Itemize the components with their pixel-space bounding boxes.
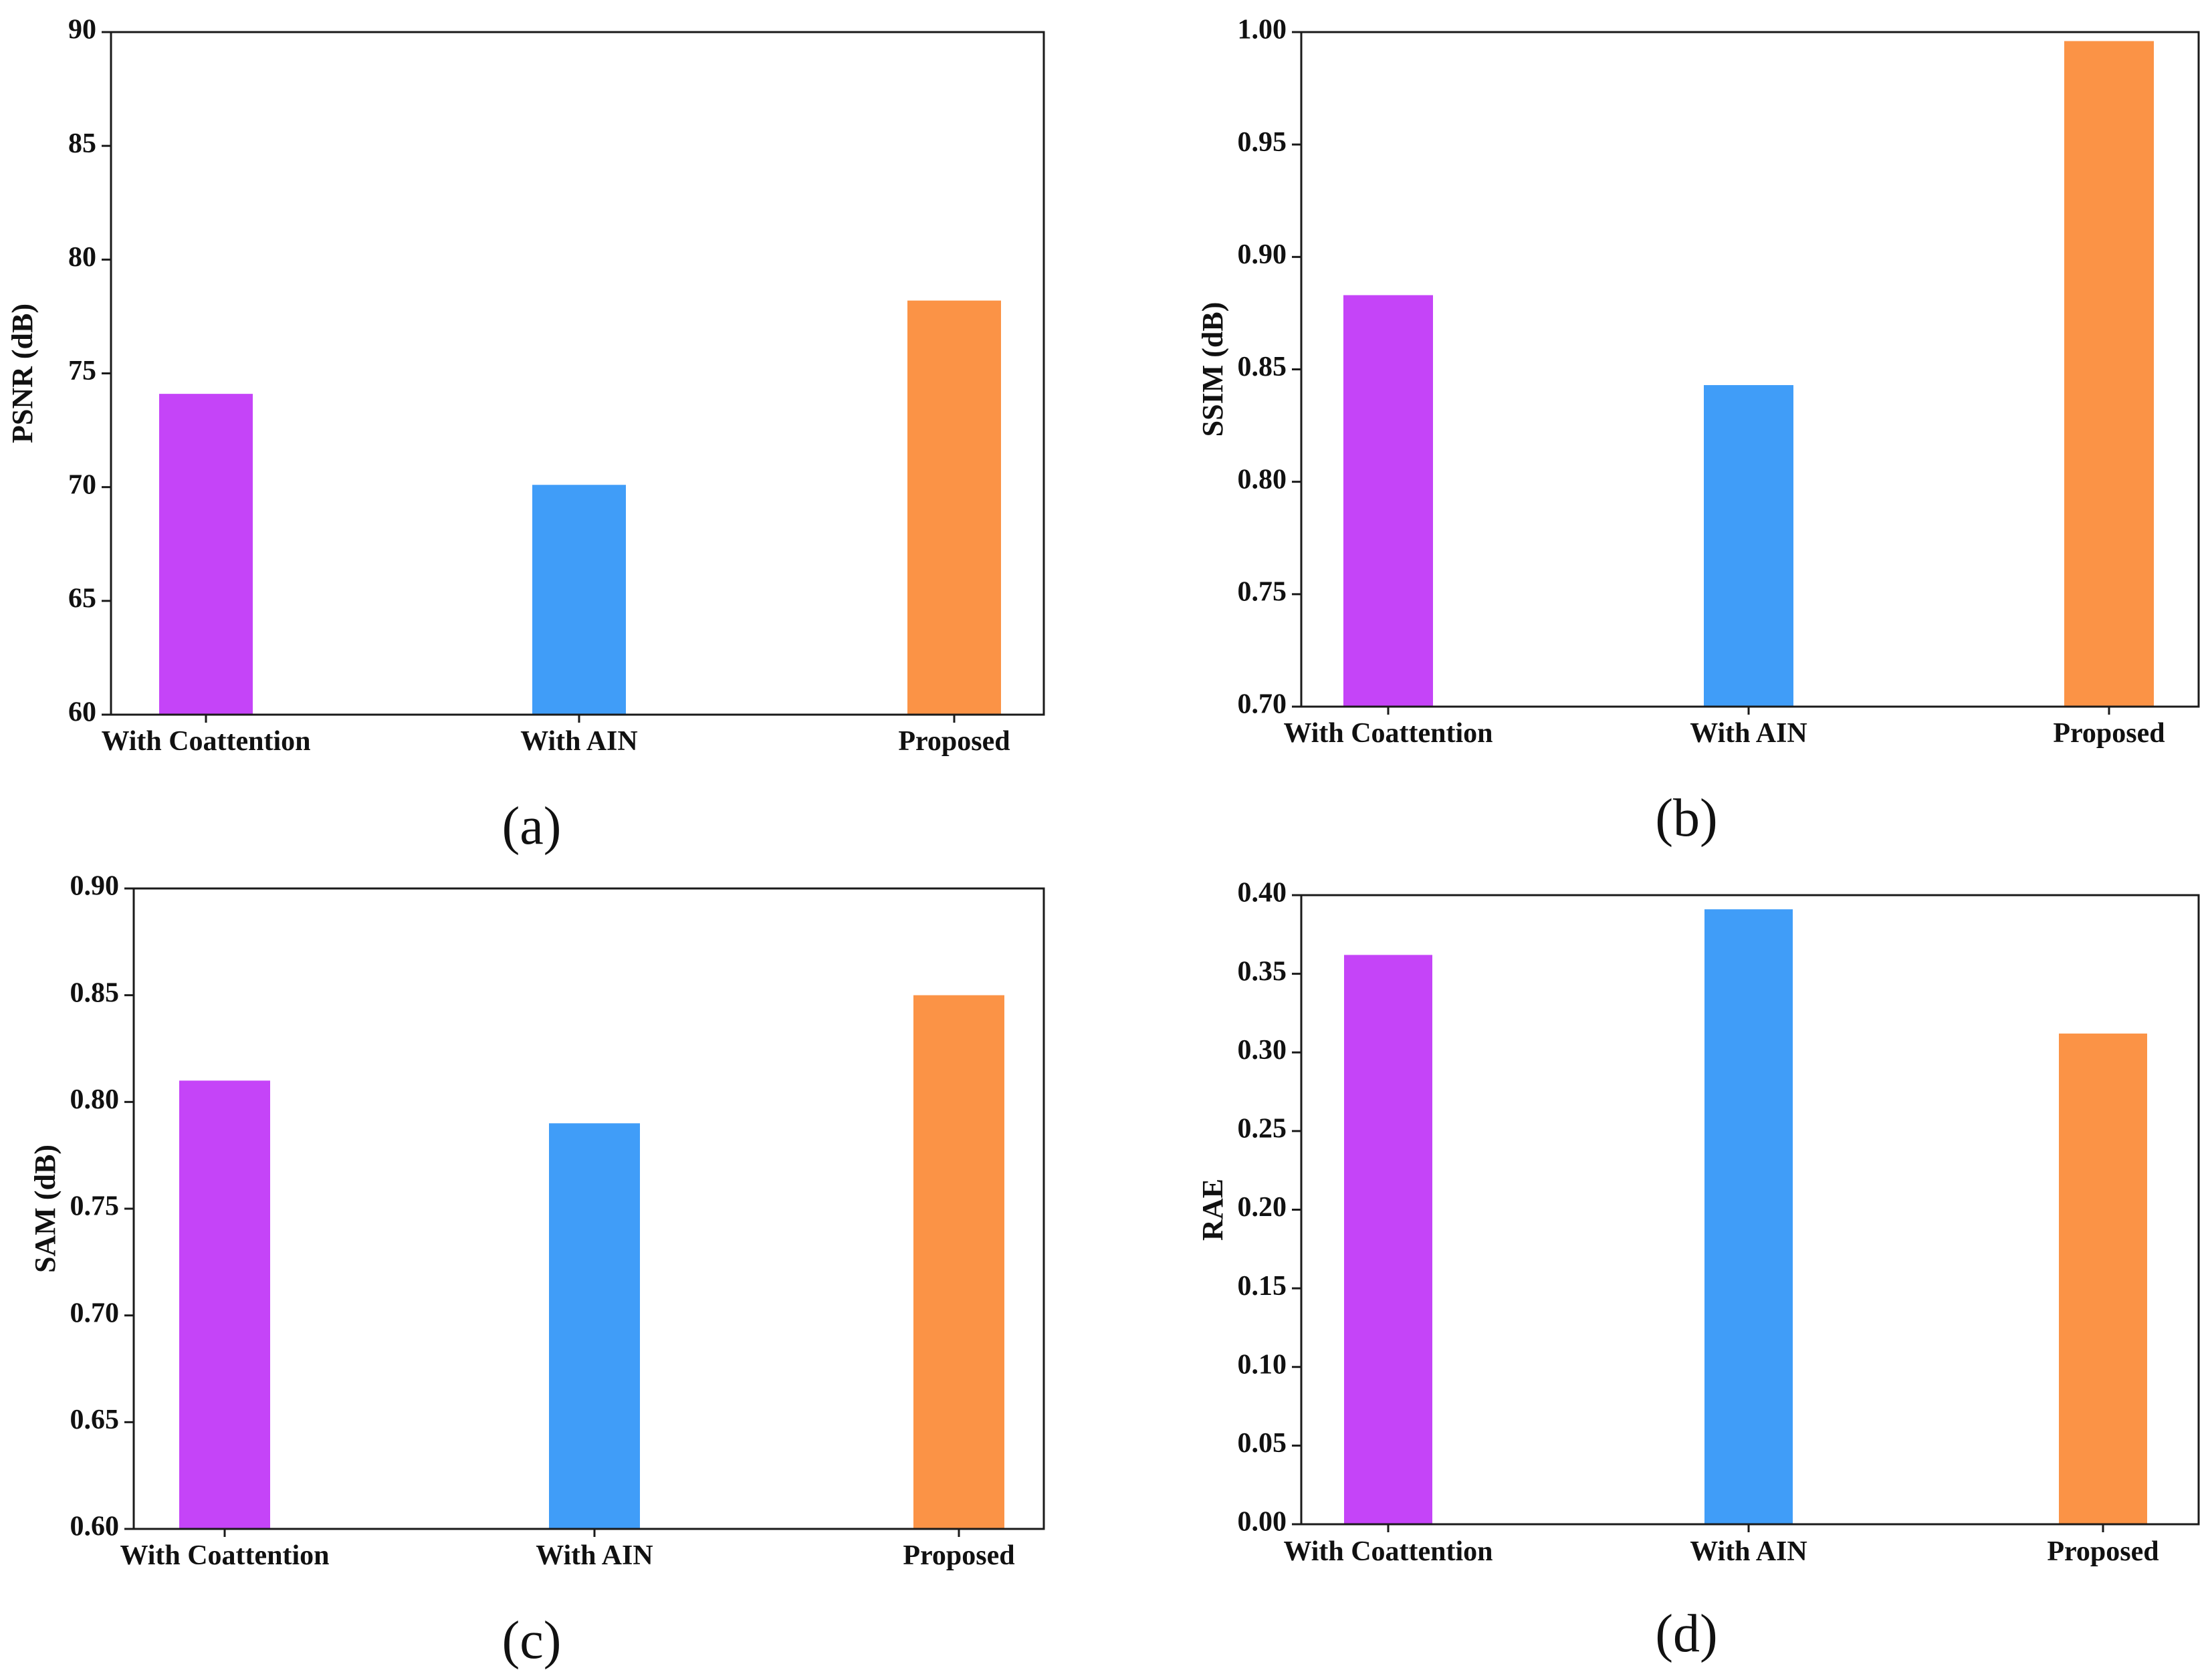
y-tick-label: 0.30 xyxy=(1238,1035,1287,1066)
y-tick-label: 0.80 xyxy=(1238,464,1287,495)
x-tick-label: With AIN xyxy=(520,726,637,757)
x-tick-label: Proposed xyxy=(903,1540,1014,1571)
x-tick-label: With Coattention xyxy=(1283,718,1493,749)
y-tick-label: 80 xyxy=(68,242,96,273)
chart-panel-4: 0.00 0.05 0.10 0.15 0.20 0.25 0.30 0.35 0.40 With… xyxy=(1196,878,2200,1663)
y-tick-label: 0.90 xyxy=(1238,239,1287,270)
bar-proposed xyxy=(2064,41,2154,707)
y-axis-title: PSNR (dB) xyxy=(6,304,39,443)
y-tick-label: 0.70 xyxy=(1238,689,1287,720)
y-tick-label: 0.00 xyxy=(1238,1507,1287,1538)
bar-proposed xyxy=(907,300,1001,715)
bar-with-coattention xyxy=(159,394,253,715)
y-tick-label: 0.70 xyxy=(70,1298,120,1328)
y-tick-label: 65 xyxy=(68,583,96,614)
y-tick-label: 90 xyxy=(68,15,96,45)
bar-with-ain xyxy=(532,485,626,715)
x-tick-label: With Coattention xyxy=(1283,1536,1493,1567)
y-axis-title: RAE xyxy=(1196,1179,1229,1241)
y-tick-label: 0.20 xyxy=(1238,1192,1287,1223)
x-tick-label: Proposed xyxy=(2053,718,2165,749)
y-tick-label: 0.75 xyxy=(1238,576,1287,607)
y-axis-title: SAM (dB) xyxy=(29,1145,62,1273)
x-tick-label: With AIN xyxy=(536,1540,653,1571)
panel-caption: (b) xyxy=(1655,789,1717,848)
bar-proposed xyxy=(2059,1034,2147,1524)
y-tick-label: 85 xyxy=(68,128,96,159)
y-tick-label: 75 xyxy=(68,356,96,386)
bar-with-ain xyxy=(1704,385,1793,707)
x-tick-label: With Coattention xyxy=(101,726,310,757)
bar-with-ain xyxy=(1704,909,1793,1524)
chart-panel-2: 0.70 0.75 0.80 0.85 0.90 0.95 1.00 With Coatten… xyxy=(1196,15,2200,848)
y-tick-label: 0.80 xyxy=(70,1084,120,1115)
chart-panel-3: 0.60 0.65 0.70 0.75 0.80 0.85 0.90 With Coatten… xyxy=(29,871,1045,1670)
y-tick-label: 0.40 xyxy=(1238,878,1287,909)
y-axis-title: SSIM (dB) xyxy=(1196,302,1229,437)
y-tick-label: 0.75 xyxy=(70,1191,120,1222)
bar-proposed xyxy=(913,995,1004,1529)
y-tick-label: 60 xyxy=(68,697,96,728)
y-tick-label: 0.10 xyxy=(1238,1349,1287,1380)
y-tick-label: 0.05 xyxy=(1238,1428,1287,1459)
bar-with-ain xyxy=(549,1123,640,1529)
y-tick-label: 70 xyxy=(68,469,96,500)
x-tick-label: With AIN xyxy=(1690,1536,1807,1567)
panel-caption: (a) xyxy=(502,797,562,856)
chart-panel-1: 60 65 70 75 80 85 90 With Coattention With AIN Pr… xyxy=(6,15,1045,856)
x-tick-label: Proposed xyxy=(2047,1536,2159,1567)
x-tick-label: With AIN xyxy=(1690,718,1807,749)
x-tick-label: With Coattention xyxy=(120,1540,329,1571)
bar-with-coattention xyxy=(1344,955,1432,1524)
y-tick-label: 0.15 xyxy=(1238,1271,1287,1302)
y-tick-label: 0.25 xyxy=(1238,1114,1287,1145)
y-tick-label: 1.00 xyxy=(1238,15,1287,45)
bar-with-coattention xyxy=(179,1080,270,1529)
y-tick-label: 0.85 xyxy=(1238,352,1287,382)
y-tick-label: 0.60 xyxy=(70,1512,120,1542)
x-tick-label: Proposed xyxy=(898,726,1010,757)
bar-with-coattention xyxy=(1343,295,1433,707)
y-tick-label: 0.90 xyxy=(70,871,120,902)
y-tick-label: 0.65 xyxy=(70,1405,120,1435)
panel-caption: (d) xyxy=(1655,1604,1717,1663)
y-tick-label: 0.85 xyxy=(70,977,120,1008)
y-tick-label: 0.35 xyxy=(1238,956,1287,987)
y-tick-label: 0.95 xyxy=(1238,127,1287,158)
panel-caption: (c) xyxy=(502,1611,562,1670)
